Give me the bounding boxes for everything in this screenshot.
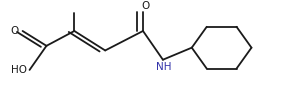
Text: HO: HO <box>11 65 27 75</box>
Text: O: O <box>11 26 19 36</box>
Text: NH: NH <box>156 62 171 72</box>
Text: O: O <box>141 1 149 11</box>
